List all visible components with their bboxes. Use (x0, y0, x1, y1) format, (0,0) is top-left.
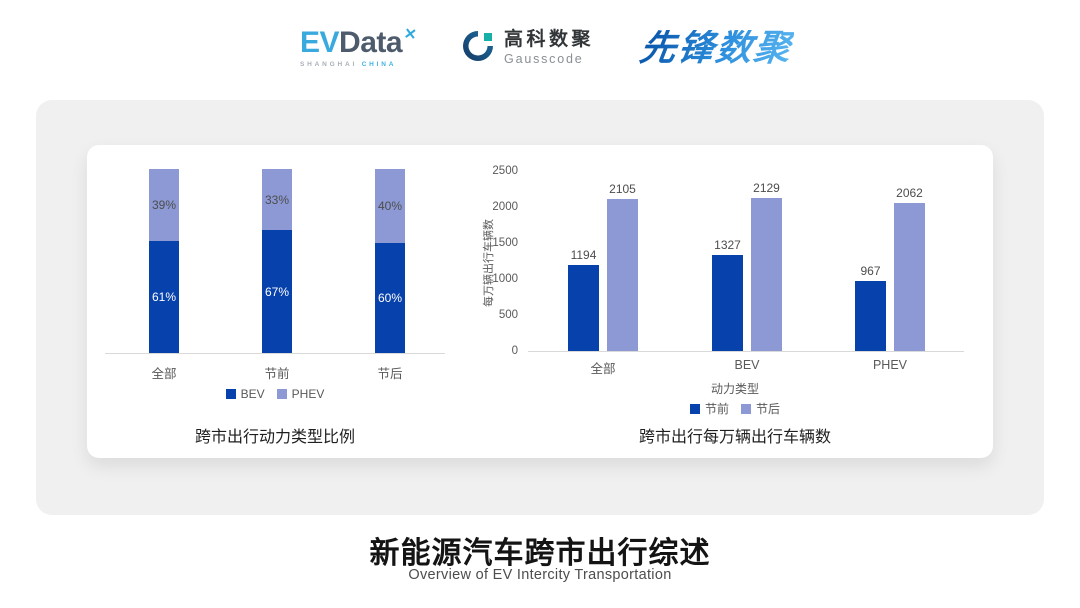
bar-segment-PHEV: 33% (262, 169, 292, 230)
y-tick-label: 2000 (492, 201, 518, 213)
x-category-label: 节前 (264, 367, 290, 381)
x-category-label: PHEV (872, 358, 908, 372)
bar-value-label: 2062 (896, 185, 923, 200)
bar-segment-BEV: 60% (375, 243, 405, 353)
x-category-label: 节后 (377, 367, 403, 381)
x-axis-title: 动力类型 (710, 382, 759, 396)
gausscode-cn-text: 高科数聚 (504, 29, 595, 51)
bar-节前 (712, 255, 743, 351)
y-tick-label: 2500 (492, 165, 518, 177)
stacked-chart-legend: BEV PHEV (105, 387, 445, 401)
gausscode-logo: 高科数聚 Gausscode (460, 28, 594, 69)
x-axis-line (528, 351, 964, 352)
y-tick-label: 1000 (492, 273, 518, 285)
grouped-bar-chart: 0 500 1000 1500 2000 2500 1194 2105 全部 1327 2129 BE… (470, 159, 1000, 455)
x-axis-line (105, 353, 445, 354)
legend-item-节前: 节前 (689, 400, 729, 417)
bar-节后 (751, 197, 782, 351)
evdata-ev-text: EV (300, 26, 340, 59)
x-category-label: 全部 (590, 362, 616, 376)
legend-swatch (689, 403, 700, 414)
bar-value-label: 967 (860, 264, 881, 279)
bar-value-label: 67% (264, 284, 290, 299)
evdata-subtext: SHANGHAI CHINA (300, 61, 414, 68)
evdata-data-text: Data (339, 26, 403, 59)
stacked-percent-chart: 39% 61% 全部 33% 67% 节前 40% 60% 节后 BEV PHEV 跨市出行动力类… (105, 159, 445, 455)
legend-label: BEV (240, 387, 265, 401)
legend-swatch (741, 403, 751, 414)
bar-value-label: 2105 (609, 182, 636, 197)
bar-segment-BEV: 67% (262, 230, 292, 353)
evdata-shanghai-text: SHANGHAI (300, 61, 358, 68)
bar-value-label: 61% (151, 290, 177, 304)
y-tick-label: 0 (511, 345, 518, 357)
evdata-china-text: CHINA (361, 61, 397, 68)
page-title: 新能源汽车跨市出行综述 (369, 537, 711, 570)
legend-item-PHEV: PHEV (276, 387, 325, 401)
pioneer-wordmark: 先锋数聚 (637, 27, 795, 68)
legend-swatch (225, 389, 236, 399)
bar-value-label: 33% (264, 192, 290, 207)
legend-item-节后: 节后 (741, 400, 780, 417)
bar-value-label: 40% (377, 199, 403, 213)
evdata-wordmark: EVData✕ (300, 25, 418, 59)
evdata-logo: EVData✕ SHANGHAI CHINA (300, 25, 418, 68)
bar-value-label: 2129 (753, 180, 780, 195)
y-axis-title: 每万辆出行车辆数 (483, 219, 495, 307)
x-category-label: 全部 (151, 367, 177, 381)
bar-value-label: 60% (377, 291, 403, 305)
gausscode-g-icon (460, 28, 496, 69)
bar-segment-BEV: 61% (149, 241, 179, 353)
evdata-x-icon: ✕ (402, 25, 418, 44)
legend-item-BEV: BEV (225, 387, 265, 401)
grouped-chart-title: 跨市出行每万辆出行车辆数 (638, 429, 831, 446)
bar-segment-PHEV: 40% (375, 169, 405, 243)
bar-value-label: 1194 (570, 248, 597, 263)
bar-节前 (568, 265, 599, 351)
stacked-chart-title: 跨市出行动力类型比例 (194, 429, 355, 446)
bar-节后 (894, 202, 925, 351)
pioneer-logo: 先锋数聚 (637, 27, 795, 68)
legend-label: 节后 (756, 402, 781, 416)
x-category-label: BEV (734, 358, 760, 372)
y-tick-label: 500 (498, 309, 518, 321)
bar-节后 (607, 199, 638, 351)
legend-swatch (276, 389, 287, 399)
charts-panel (87, 145, 993, 458)
bar-value-label: 39% (151, 198, 177, 212)
legend-label: PHEV (291, 387, 325, 401)
page-subtitle: Overview of EV Intercity Transportation (408, 567, 672, 583)
y-tick-label: 1500 (492, 237, 518, 249)
bar-value-label: 1327 (714, 238, 741, 253)
gausscode-en-text: Gausscode (504, 51, 584, 66)
gausscode-text: 高科数聚 Gausscode (504, 29, 595, 66)
legend-label: 节前 (704, 402, 729, 416)
bar-segment-PHEV: 39% (149, 169, 179, 241)
grouped-chart-legend: 节前 节后 (470, 400, 1000, 417)
bar-节前 (855, 281, 886, 351)
header-logos: EVData✕ SHANGHAI CHINA (300, 16, 795, 80)
